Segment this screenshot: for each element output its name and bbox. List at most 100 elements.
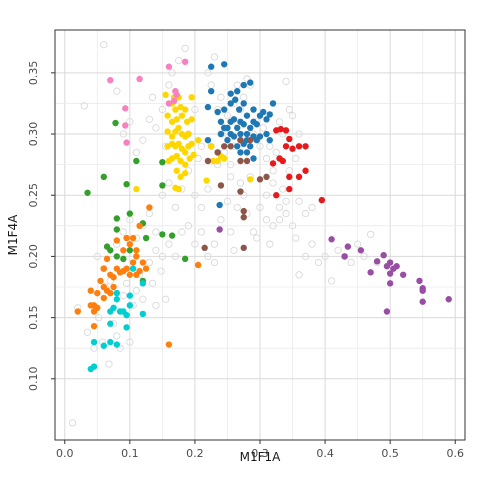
data-point [107, 247, 114, 254]
data-point [386, 270, 394, 277]
data-point [262, 154, 271, 163]
data-point [136, 267, 143, 275]
data-point [240, 100, 247, 107]
data-point [165, 157, 173, 165]
data-point [419, 287, 426, 294]
data-point [139, 295, 147, 303]
data-point [123, 234, 130, 242]
data-point [203, 177, 210, 184]
data-point [360, 252, 368, 261]
data-point [227, 100, 234, 107]
data-point [84, 189, 91, 196]
data-point [159, 182, 166, 189]
data-point [250, 155, 257, 162]
data-point [136, 75, 143, 83]
data-point [247, 79, 254, 86]
data-point [139, 136, 147, 144]
data-point [119, 291, 127, 300]
data-point [188, 140, 195, 148]
data-point [87, 287, 94, 294]
x-tick-label: 0.5 [381, 447, 399, 460]
data-point [295, 143, 303, 150]
data-point [126, 118, 134, 126]
series-3 [107, 58, 189, 146]
data-point [136, 222, 143, 230]
data-point [133, 247, 140, 254]
data-point [112, 119, 119, 127]
y-tick-label: 0.35 [27, 61, 40, 86]
x-tick-label: 0.2 [186, 447, 204, 460]
data-point [269, 160, 277, 167]
data-point [209, 157, 217, 165]
data-point [197, 228, 206, 236]
data-point [158, 252, 167, 261]
data-point [353, 240, 362, 248]
data-point [234, 87, 241, 95]
data-point [107, 320, 114, 327]
y-tick-label: 0.10 [27, 367, 40, 392]
data-point [207, 63, 215, 70]
data-point [100, 41, 108, 49]
data-point [282, 143, 290, 150]
data-point [263, 130, 270, 138]
data-point [217, 130, 225, 138]
data-point [188, 116, 195, 123]
data-point [158, 191, 167, 199]
series-8 [74, 204, 202, 348]
data-point [159, 158, 166, 166]
data-point [191, 191, 199, 199]
data-point [256, 133, 264, 140]
data-point [256, 203, 264, 212]
data-point [282, 127, 290, 134]
data-point [240, 81, 247, 89]
data-point [90, 338, 98, 346]
data-point [165, 63, 173, 70]
data-point [344, 243, 352, 250]
data-point [173, 167, 180, 174]
data-point [217, 182, 225, 189]
data-point [240, 191, 248, 199]
y-axis-label: M1F4A [6, 214, 20, 256]
data-point [152, 301, 160, 310]
data-point [145, 115, 154, 123]
data-point [133, 253, 140, 260]
data-point [204, 103, 212, 111]
data-point [393, 263, 400, 270]
data-point [237, 149, 244, 156]
data-point [107, 76, 114, 84]
data-point [250, 106, 257, 113]
data-point [210, 240, 219, 248]
data-point [181, 149, 189, 156]
data-point [123, 265, 130, 272]
data-point [234, 143, 241, 150]
data-point [207, 87, 215, 95]
data-point [321, 252, 329, 261]
data-point [105, 360, 113, 368]
data-point [175, 185, 182, 193]
data-point [184, 222, 193, 230]
data-point [177, 157, 184, 165]
data-point [357, 247, 365, 254]
data-point [181, 169, 189, 177]
data-point [221, 143, 228, 150]
data-point [260, 108, 267, 116]
data-point [214, 157, 221, 165]
data-point [256, 142, 264, 150]
data-point [207, 143, 215, 150]
data-point [107, 289, 114, 297]
data-point [285, 105, 293, 114]
data-point [214, 108, 221, 116]
data-point [113, 296, 121, 303]
data-point [240, 207, 247, 215]
data-point [269, 100, 277, 107]
x-axis-label: M1F1A [240, 450, 282, 464]
data-point [277, 125, 285, 133]
data-point [227, 228, 235, 236]
data-point [97, 277, 104, 285]
data-point [221, 155, 228, 162]
data-point [168, 69, 176, 77]
data-point [243, 75, 251, 83]
data-point [282, 209, 290, 218]
data-point [240, 214, 247, 221]
data-point [123, 181, 130, 188]
